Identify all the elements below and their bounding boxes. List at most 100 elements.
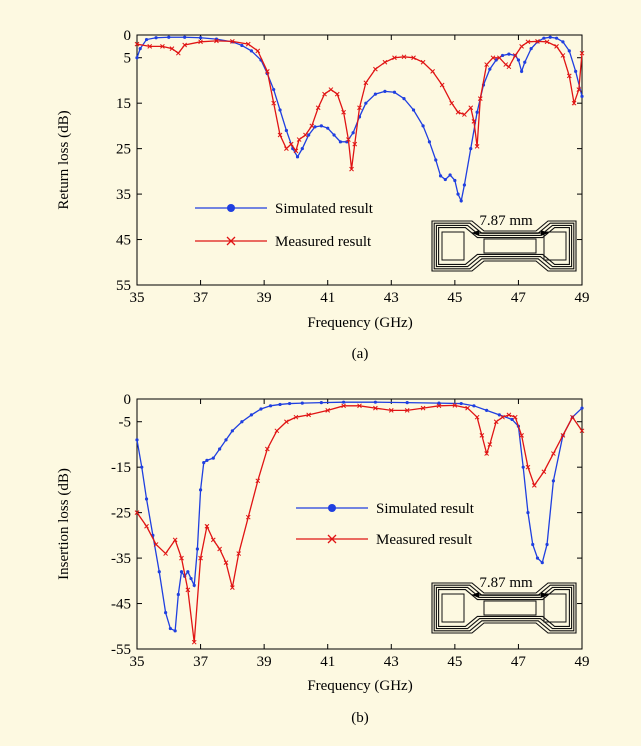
data-point	[134, 510, 140, 515]
data-point	[192, 583, 196, 587]
legend-label: Measured result	[275, 234, 372, 250]
device-trace	[433, 584, 575, 632]
x-tick-label: 47	[511, 290, 527, 306]
axis-ticks: 35 37 39 41 43 45 47 49 0 5 15 25 35 45 55	[116, 28, 590, 306]
device-slot	[483, 600, 537, 616]
data-point	[293, 148, 299, 154]
data-point	[542, 36, 546, 40]
data-point	[448, 173, 452, 177]
data-point	[183, 35, 187, 39]
y-tick-label: -25	[111, 506, 131, 522]
x-tick-label: 39	[257, 290, 272, 306]
series-line	[136, 404, 583, 643]
data-point	[300, 401, 304, 405]
data-point	[579, 428, 585, 434]
data-point	[346, 137, 351, 142]
data-point	[468, 105, 474, 111]
legend: Simulated result Measured result	[195, 201, 374, 250]
x-tick-label: 49	[575, 654, 590, 670]
data-point	[198, 39, 203, 45]
data-point	[459, 199, 463, 203]
data-point	[453, 178, 457, 183]
dimension-label: 7.87 mm	[479, 575, 533, 591]
y-tick-label: -45	[111, 597, 131, 613]
data-point	[382, 59, 388, 65]
data-point	[401, 54, 407, 60]
data-point	[459, 401, 463, 406]
data-point	[202, 461, 206, 465]
data-point	[551, 479, 555, 483]
data-point	[452, 403, 458, 408]
data-point	[319, 401, 323, 405]
data-point	[140, 465, 144, 469]
data-point	[179, 570, 184, 574]
data-point	[230, 39, 235, 44]
data-point	[160, 44, 165, 49]
y-tick-label: 5	[124, 51, 132, 67]
data-point	[264, 446, 270, 452]
y-tick-label: -55	[111, 642, 131, 658]
legend-label: Measured result	[376, 532, 473, 548]
data-point	[218, 447, 222, 451]
data-point	[179, 555, 184, 561]
data-point	[240, 43, 244, 48]
data-point	[383, 89, 387, 93]
data-point	[236, 551, 242, 556]
data-point	[373, 92, 377, 96]
data-point	[529, 47, 533, 51]
data-point	[210, 537, 216, 543]
data-point	[519, 44, 524, 49]
data-point	[531, 483, 537, 488]
data-point	[322, 91, 327, 97]
data-point	[506, 64, 512, 70]
series-simulated	[135, 400, 584, 633]
data-point	[560, 53, 566, 58]
arrow-head-right	[541, 592, 548, 598]
data-point	[566, 73, 572, 79]
data-point	[163, 551, 168, 556]
data-point	[268, 404, 273, 408]
data-point	[512, 414, 518, 420]
x-tick-label: 47	[511, 654, 527, 670]
data-point	[204, 523, 210, 529]
data-point	[567, 49, 571, 53]
x-tick-label: 37	[193, 654, 209, 670]
legend-marker	[328, 504, 336, 512]
data-point	[147, 44, 153, 49]
data-point	[541, 469, 547, 475]
data-point	[487, 442, 493, 447]
legend-label: Simulated result	[275, 201, 374, 217]
series-measured	[134, 403, 585, 645]
data-point	[437, 401, 441, 405]
data-point	[164, 611, 168, 615]
data-point	[434, 158, 438, 162]
data-point	[326, 126, 330, 130]
data-point	[198, 555, 203, 561]
chart-caption: (a)	[352, 346, 369, 362]
x-tick-label: 45	[447, 290, 462, 306]
legend-item: Simulated result	[195, 201, 374, 217]
data-point	[293, 414, 299, 420]
data-point	[138, 47, 142, 51]
data-point	[157, 570, 161, 574]
data-point	[169, 46, 175, 51]
data-point	[571, 100, 577, 106]
data-point	[494, 58, 498, 62]
data-point	[405, 401, 409, 405]
device-trace	[431, 582, 577, 634]
data-point	[191, 639, 197, 645]
data-point	[525, 464, 531, 470]
data-point	[351, 131, 355, 135]
device-trace	[433, 222, 575, 270]
data-point	[404, 408, 410, 413]
arrow-head-right	[541, 230, 548, 236]
data-point	[474, 414, 480, 420]
series-line	[136, 36, 583, 203]
data-point	[500, 414, 505, 420]
data-point	[488, 67, 492, 71]
y-tick-label: 15	[116, 96, 131, 112]
data-point	[554, 44, 559, 49]
data-point	[484, 451, 489, 456]
data-point	[523, 60, 527, 64]
data-point	[579, 50, 585, 56]
